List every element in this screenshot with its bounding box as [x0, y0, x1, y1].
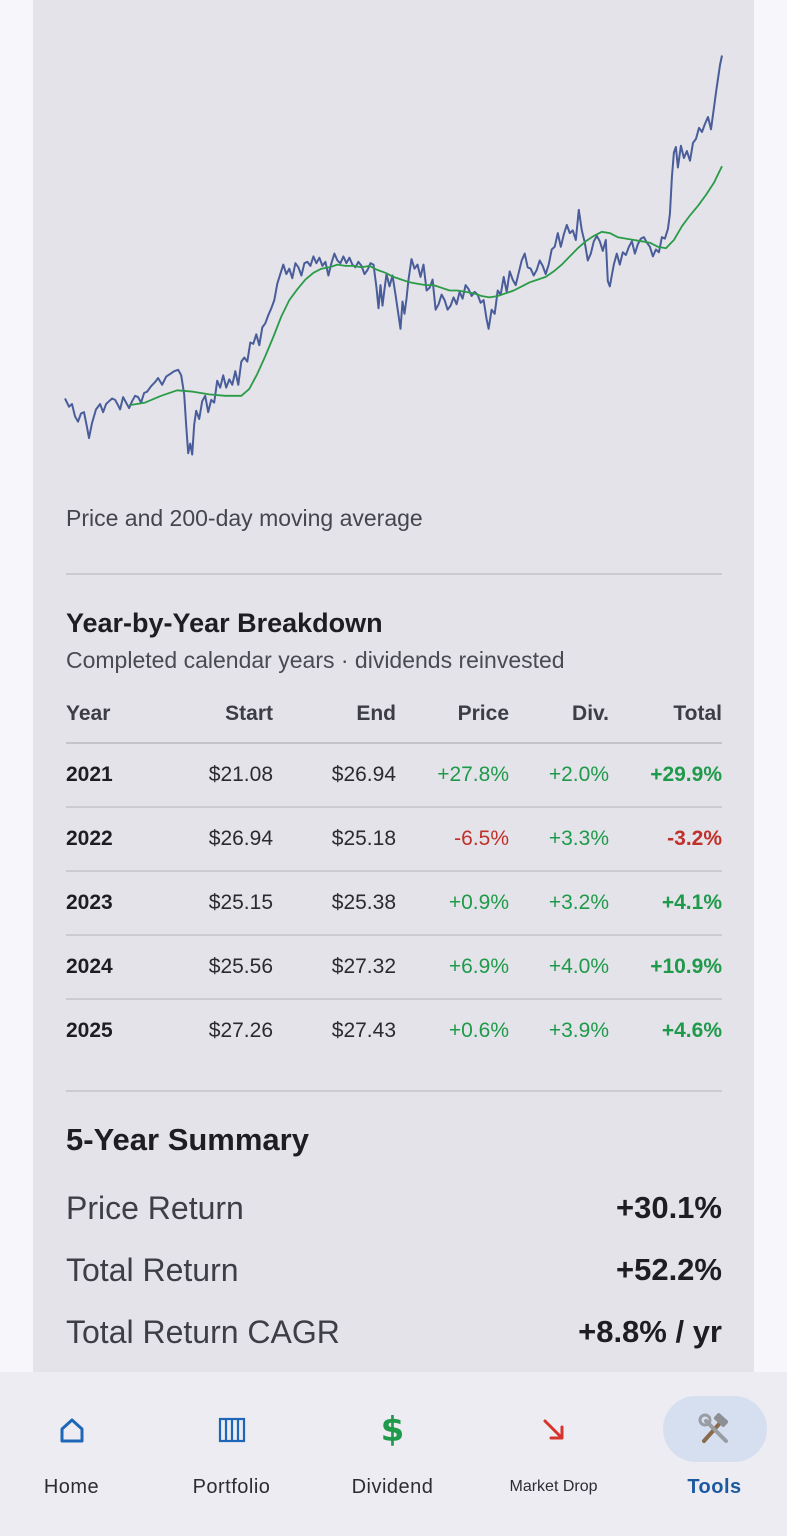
bottom-navigation: Home Portfolio $ Dividend Market Drop	[0, 1372, 787, 1536]
row-start: $21.08	[208, 763, 273, 786]
price-line	[64, 55, 723, 456]
nav-item-home[interactable]: Home	[0, 1372, 150, 1536]
home-icon	[42, 1408, 102, 1452]
summary-row-cagr: Total Return CAGR +8.8% / yr	[66, 1314, 722, 1354]
row-price: +27.8%	[437, 763, 509, 786]
nav-item-market-drop[interactable]: Market Drop	[475, 1372, 632, 1536]
table-row: 2024 $25.56 $27.32 +6.9% +4.0% +10.9%	[66, 936, 722, 1000]
row-total: -3.2%	[667, 827, 722, 850]
row-start: $25.15	[208, 891, 273, 914]
chart-caption: Price and 200-day moving average	[66, 505, 423, 531]
row-div: +3.9%	[548, 1019, 609, 1042]
row-div: +3.2%	[548, 891, 609, 914]
table-row: 2023 $25.15 $25.38 +0.9% +3.2% +4.1%	[66, 872, 722, 936]
breakdown-table: Year Start End Price Div. Total 2021 $21…	[66, 690, 722, 1062]
row-div: +3.3%	[548, 827, 609, 850]
nav-label-market-drop: Market Drop	[509, 1478, 598, 1495]
breakdown-title: Year-by-Year Breakdown	[66, 608, 383, 638]
summary-title: 5-Year Summary	[66, 1122, 309, 1157]
row-end: $25.38	[331, 891, 396, 914]
row-start: $25.56	[208, 955, 273, 978]
row-div: +4.0%	[548, 955, 609, 978]
row-year: 2022	[66, 827, 113, 850]
nav-label-dividend: Dividend	[351, 1476, 434, 1498]
portfolio-bars-icon	[202, 1408, 262, 1452]
row-end: $25.18	[331, 827, 396, 850]
header-year: Year	[66, 702, 111, 725]
moving-average-line	[128, 165, 723, 407]
total-return-value: +52.2%	[615, 1252, 722, 1287]
row-year: 2023	[66, 891, 113, 914]
table-row: 2021 $21.08 $26.94 +27.8% +2.0% +29.9%	[66, 744, 722, 808]
row-year: 2025	[66, 1019, 113, 1042]
summary-row-price-return: Price Return +30.1%	[66, 1190, 722, 1230]
nav-item-tools[interactable]: Tools	[636, 1372, 787, 1536]
row-year: 2021	[66, 763, 113, 786]
divider	[66, 573, 722, 575]
total-return-label: Total Return	[66, 1252, 239, 1288]
hammer-wrench-icon	[685, 1408, 745, 1452]
row-price: -6.5%	[454, 827, 509, 850]
row-end: $27.32	[331, 955, 396, 978]
header-price: Price	[457, 702, 509, 725]
row-year: 2024	[66, 955, 113, 978]
dollar-icon: $	[380, 1410, 405, 1450]
row-end: $27.43	[331, 1019, 396, 1042]
row-total: +10.9%	[650, 955, 722, 978]
table-row: 2025 $27.26 $27.43 +0.6% +3.9% +4.6%	[66, 1000, 722, 1062]
nav-item-portfolio[interactable]: Portfolio	[153, 1372, 310, 1536]
row-price: +0.6%	[448, 1019, 509, 1042]
row-start: $27.26	[208, 1019, 273, 1042]
price-return-value: +30.1%	[615, 1190, 722, 1225]
results-card: Price and 200-day moving average Year-by…	[33, 0, 754, 1372]
nav-label-tools: Tools	[687, 1476, 742, 1498]
nav-item-dividend[interactable]: $ Dividend	[314, 1372, 471, 1536]
price-return-label: Price Return	[66, 1190, 244, 1226]
header-div: Div.	[572, 702, 609, 725]
header-end: End	[356, 702, 396, 725]
row-price: +0.9%	[448, 891, 509, 914]
cagr-value: +8.8% / yr	[578, 1314, 722, 1349]
down-arrow-icon	[524, 1408, 584, 1452]
row-price: +6.9%	[448, 955, 509, 978]
row-div: +2.0%	[548, 763, 609, 786]
summary-row-total-return: Total Return +52.2%	[66, 1252, 722, 1292]
header-start: Start	[225, 702, 273, 725]
row-end: $26.94	[331, 763, 396, 786]
row-total: +29.9%	[650, 763, 722, 786]
cagr-label: Total Return CAGR	[66, 1314, 340, 1350]
price-chart	[64, 55, 723, 456]
divider	[66, 1090, 722, 1092]
row-start: $26.94	[208, 827, 273, 850]
header-total: Total	[673, 702, 722, 725]
nav-label-home: Home	[43, 1476, 100, 1498]
nav-label-portfolio: Portfolio	[192, 1476, 271, 1498]
table-row: 2022 $26.94 $25.18 -6.5% +3.3% -3.2%	[66, 808, 722, 872]
table-header: Year Start End Price Div. Total	[66, 690, 722, 744]
breakdown-subtitle: Completed calendar years · dividends rei…	[66, 647, 565, 673]
row-total: +4.1%	[661, 891, 722, 914]
row-total: +4.6%	[661, 1019, 722, 1042]
